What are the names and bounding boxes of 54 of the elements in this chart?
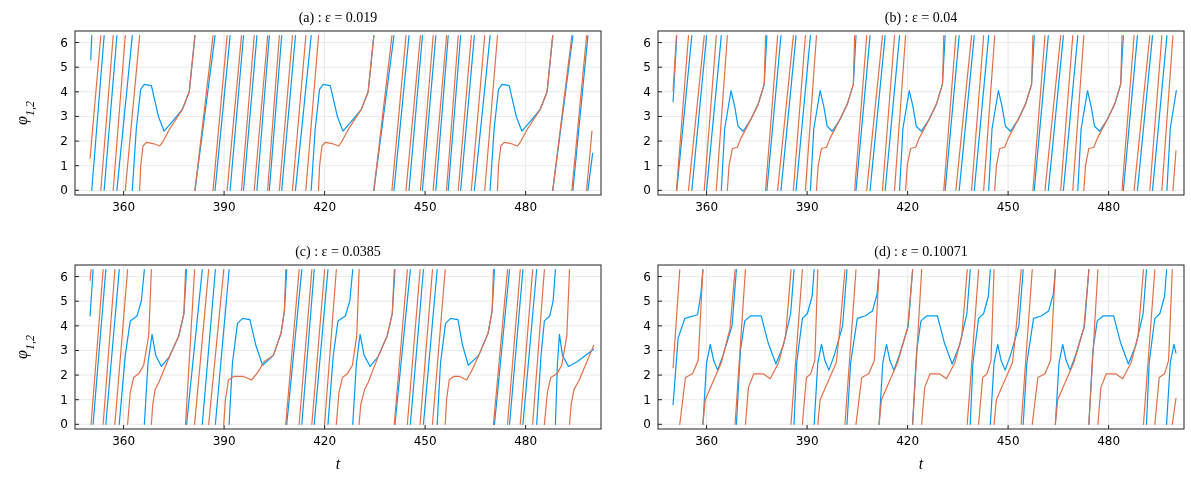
y-tick-label: 6 bbox=[60, 269, 68, 284]
x-tick-label: 450 bbox=[996, 434, 1020, 448]
chart-title: (a) : ε = 0.019 bbox=[298, 10, 378, 26]
y-tick-label: 3 bbox=[60, 109, 68, 124]
x-axis-title: t bbox=[918, 455, 924, 472]
y-tick-label: 2 bbox=[643, 368, 651, 383]
x-tick-label: 390 bbox=[212, 434, 236, 448]
y-tick-label: 4 bbox=[643, 318, 651, 333]
x-tick-label: 360 bbox=[695, 200, 719, 214]
y-tick-label: 5 bbox=[643, 60, 651, 75]
x-tick-label: 480 bbox=[1097, 434, 1121, 448]
y-tick-label: 3 bbox=[643, 343, 651, 358]
x-tick-label: 450 bbox=[413, 200, 437, 214]
chart-title: (c) : ε = 0.0385 bbox=[295, 244, 381, 260]
x-tick-label: 450 bbox=[413, 434, 437, 448]
y-tick-label: 5 bbox=[60, 294, 68, 309]
x-tick-label: 420 bbox=[896, 434, 920, 448]
y-tick-label: 2 bbox=[643, 134, 651, 149]
x-axis-title: t bbox=[335, 455, 341, 472]
x-tick-label: 390 bbox=[795, 434, 819, 448]
x-tick-label: 360 bbox=[695, 434, 719, 448]
y-tick-label: 5 bbox=[60, 60, 68, 75]
x-tick-label: 360 bbox=[112, 434, 136, 448]
y-tick-label: 2 bbox=[60, 368, 68, 383]
y-tick-label: 1 bbox=[60, 158, 68, 173]
x-tick-label: 480 bbox=[514, 434, 538, 448]
y-tick-label: 1 bbox=[643, 392, 651, 407]
chart-title: (b) : ε = 0.04 bbox=[884, 10, 958, 26]
y-tick-label: 5 bbox=[643, 294, 651, 309]
x-tick-label: 360 bbox=[112, 200, 136, 214]
y-tick-label: 4 bbox=[643, 84, 651, 99]
x-tick-label: 420 bbox=[313, 434, 337, 448]
x-tick-label: 390 bbox=[795, 200, 819, 214]
y-tick-label: 1 bbox=[643, 158, 651, 173]
y-tick-label: 0 bbox=[643, 417, 651, 432]
x-tick-label: 390 bbox=[212, 200, 236, 214]
y-tick-label: 2 bbox=[60, 134, 68, 149]
x-tick-label: 420 bbox=[313, 200, 337, 214]
x-tick-label: 480 bbox=[1097, 200, 1121, 214]
y-tick-label: 0 bbox=[60, 183, 68, 198]
y-tick-label: 0 bbox=[643, 183, 651, 198]
y-tick-label: 6 bbox=[643, 35, 651, 50]
y-tick-label: 1 bbox=[60, 392, 68, 407]
y-tick-label: 4 bbox=[60, 318, 68, 333]
y-tick-label: 6 bbox=[643, 269, 651, 284]
y-tick-label: 3 bbox=[643, 109, 651, 124]
y-tick-label: 0 bbox=[60, 417, 68, 432]
x-tick-label: 480 bbox=[514, 200, 538, 214]
y-tick-label: 4 bbox=[60, 84, 68, 99]
x-tick-label: 450 bbox=[996, 200, 1020, 214]
y-tick-label: 6 bbox=[60, 35, 68, 50]
chart-title: (d) : ε = 0.10071 bbox=[874, 244, 968, 260]
y-tick-label: 3 bbox=[60, 343, 68, 358]
x-tick-label: 420 bbox=[896, 200, 920, 214]
